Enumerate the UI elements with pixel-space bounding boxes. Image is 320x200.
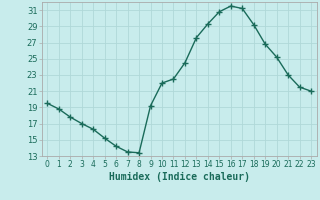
X-axis label: Humidex (Indice chaleur): Humidex (Indice chaleur) [109, 172, 250, 182]
